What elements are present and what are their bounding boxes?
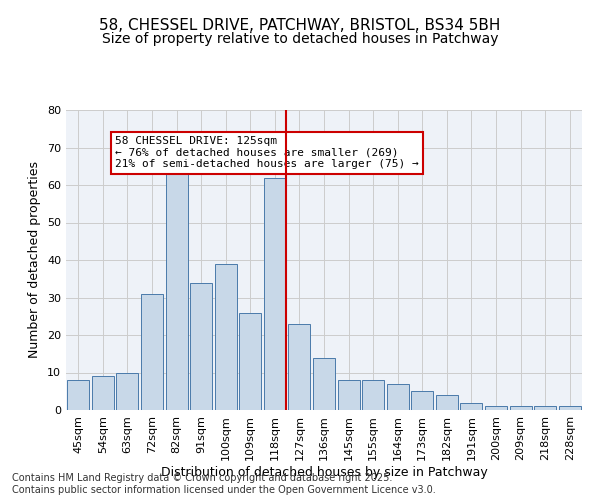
- Bar: [190, 282, 212, 410]
- Bar: [534, 406, 556, 410]
- Bar: [116, 372, 139, 410]
- Bar: [509, 406, 532, 410]
- Bar: [338, 380, 359, 410]
- Bar: [386, 384, 409, 410]
- Bar: [215, 264, 237, 410]
- Bar: [166, 170, 188, 410]
- Text: Contains HM Land Registry data © Crown copyright and database right 2025.
Contai: Contains HM Land Registry data © Crown c…: [12, 474, 436, 495]
- Bar: [485, 406, 507, 410]
- Text: 58 CHESSEL DRIVE: 125sqm
← 76% of detached houses are smaller (269)
21% of semi-: 58 CHESSEL DRIVE: 125sqm ← 76% of detach…: [115, 136, 419, 170]
- Bar: [92, 376, 114, 410]
- Bar: [460, 402, 482, 410]
- Text: Size of property relative to detached houses in Patchway: Size of property relative to detached ho…: [102, 32, 498, 46]
- Bar: [411, 391, 433, 410]
- Bar: [141, 294, 163, 410]
- Bar: [313, 358, 335, 410]
- Y-axis label: Number of detached properties: Number of detached properties: [28, 162, 41, 358]
- Bar: [436, 395, 458, 410]
- X-axis label: Distribution of detached houses by size in Patchway: Distribution of detached houses by size …: [161, 466, 487, 478]
- Bar: [289, 324, 310, 410]
- Bar: [559, 406, 581, 410]
- Bar: [239, 312, 262, 410]
- Bar: [362, 380, 384, 410]
- Bar: [264, 178, 286, 410]
- Bar: [67, 380, 89, 410]
- Text: 58, CHESSEL DRIVE, PATCHWAY, BRISTOL, BS34 5BH: 58, CHESSEL DRIVE, PATCHWAY, BRISTOL, BS…: [100, 18, 500, 32]
